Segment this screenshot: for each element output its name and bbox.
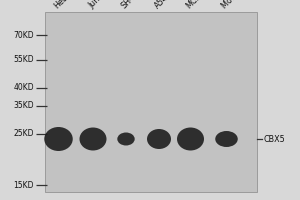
Ellipse shape bbox=[44, 127, 73, 151]
Text: 35KD: 35KD bbox=[14, 102, 34, 110]
FancyBboxPatch shape bbox=[45, 12, 256, 192]
Text: MCF7: MCF7 bbox=[184, 0, 206, 10]
Text: Mouse brain: Mouse brain bbox=[220, 0, 261, 10]
Text: A549: A549 bbox=[153, 0, 174, 10]
Ellipse shape bbox=[147, 129, 171, 149]
Text: 70KD: 70KD bbox=[14, 30, 34, 40]
Text: 55KD: 55KD bbox=[14, 55, 34, 64]
Text: SH-SYSY: SH-SYSY bbox=[120, 0, 150, 10]
Text: HeLa: HeLa bbox=[52, 0, 73, 10]
Ellipse shape bbox=[215, 131, 238, 147]
Text: 15KD: 15KD bbox=[14, 180, 34, 190]
Ellipse shape bbox=[177, 128, 204, 150]
Ellipse shape bbox=[117, 132, 135, 146]
Text: 25KD: 25KD bbox=[14, 130, 34, 138]
Text: 40KD: 40KD bbox=[14, 83, 34, 92]
Text: Jurkat: Jurkat bbox=[87, 0, 110, 10]
Text: CBX5: CBX5 bbox=[264, 134, 286, 144]
Ellipse shape bbox=[80, 128, 106, 150]
